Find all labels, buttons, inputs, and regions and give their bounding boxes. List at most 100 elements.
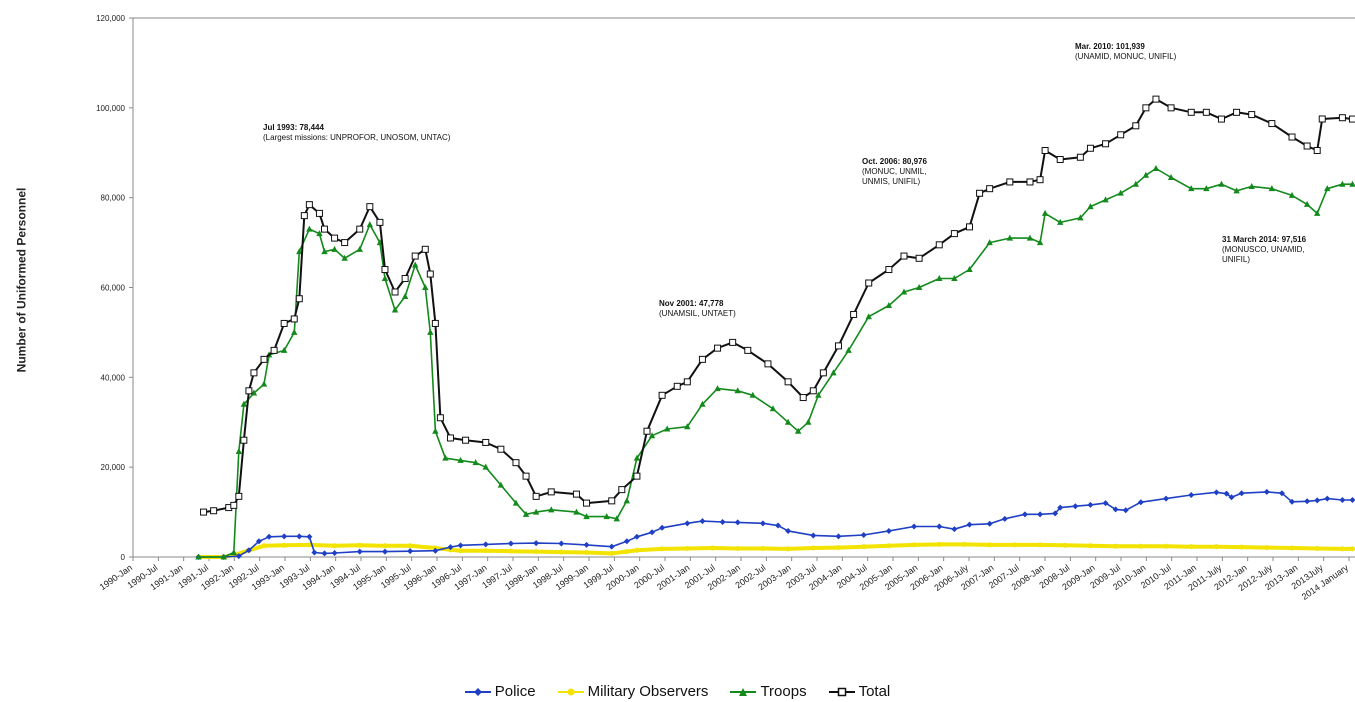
- diamond-marker-icon: [464, 687, 491, 696]
- data-point: [311, 549, 318, 556]
- data-point: [673, 382, 681, 390]
- data-point: [547, 488, 555, 496]
- data-point: [1213, 544, 1219, 550]
- data-point: [1349, 180, 1355, 187]
- y-tick-label: 40,000: [101, 373, 126, 382]
- annotation-mar2014: 31 March 2014: 97,516 (MONUSCO, UNAMID, …: [1222, 235, 1306, 265]
- circle-marker-icon: [557, 688, 584, 695]
- data-point: [572, 490, 580, 498]
- data-point: [407, 548, 414, 555]
- data-point: [1057, 504, 1064, 511]
- data-point: [442, 454, 449, 461]
- data-point: [391, 306, 399, 313]
- data-point: [1132, 180, 1139, 187]
- data-point: [1313, 147, 1321, 155]
- data-point: [522, 472, 530, 480]
- data-point: [512, 499, 520, 506]
- data-point: [533, 549, 539, 555]
- data-point: [432, 547, 439, 554]
- data-point: [961, 541, 967, 547]
- data-point: [900, 252, 908, 260]
- data-point: [1288, 191, 1296, 198]
- data-point: [1218, 180, 1225, 187]
- data-point: [794, 427, 802, 434]
- data-point: [1167, 173, 1175, 180]
- data-point: [240, 436, 248, 444]
- data-point: [1288, 133, 1296, 141]
- data-point: [1289, 498, 1296, 505]
- data-point: [785, 546, 791, 552]
- data-point: [936, 523, 943, 530]
- data-point: [885, 301, 893, 308]
- annotation-title: Oct. 2006: 80,976: [862, 157, 927, 166]
- data-point: [1304, 498, 1311, 505]
- data-point: [785, 527, 792, 534]
- data-point: [810, 545, 816, 551]
- legend-label: Police: [494, 683, 536, 700]
- data-point: [1263, 488, 1270, 495]
- data-point: [976, 189, 984, 197]
- data-point: [608, 543, 615, 550]
- data-point: [462, 436, 470, 444]
- data-point: [911, 523, 918, 530]
- annotation-text: (UNAMSIL, UNTAET): [659, 309, 736, 318]
- data-point: [1122, 507, 1129, 514]
- data-point: [356, 548, 363, 555]
- data-point: [210, 507, 218, 515]
- data-point: [235, 553, 242, 560]
- data-point: [1188, 544, 1194, 550]
- annotation-title: Jul 1993: 78,444: [263, 123, 324, 132]
- data-point: [809, 387, 817, 395]
- data-point: [573, 508, 580, 515]
- data-point: [1314, 497, 1321, 504]
- data-point: [1318, 115, 1326, 123]
- data-point: [260, 380, 268, 387]
- data-point: [987, 542, 993, 548]
- data-point: [291, 328, 298, 335]
- data-point: [633, 454, 641, 461]
- data-point: [684, 423, 691, 430]
- data-point: [623, 497, 631, 504]
- data-point: [1087, 203, 1094, 210]
- data-point: [497, 445, 505, 453]
- data-point: [427, 328, 434, 335]
- data-point: [245, 547, 252, 554]
- data-point: [1248, 182, 1255, 189]
- data-point: [735, 545, 741, 551]
- data-point: [240, 400, 248, 407]
- legend-label: Troops: [760, 683, 807, 700]
- data-point: [1163, 495, 1170, 502]
- data-point: [356, 225, 364, 233]
- data-point: [245, 387, 253, 395]
- data-point: [1268, 185, 1276, 192]
- y-tick-label: 120,000: [96, 14, 125, 23]
- data-point: [658, 391, 666, 399]
- data-point: [458, 548, 464, 554]
- data-point: [381, 266, 389, 274]
- data-point: [1142, 104, 1150, 112]
- data-point: [911, 542, 917, 548]
- data-point: [321, 248, 328, 255]
- data-point: [835, 545, 841, 551]
- data-point: [633, 533, 640, 540]
- data-point: [1021, 511, 1028, 518]
- data-point: [280, 346, 288, 353]
- data-point: [951, 526, 958, 533]
- data-point: [1102, 500, 1109, 507]
- data-point: [320, 225, 328, 233]
- data-point: [295, 295, 303, 303]
- series-total: [200, 95, 1355, 516]
- data-point: [1006, 234, 1014, 241]
- data-point: [799, 394, 807, 402]
- data-point: [532, 492, 540, 500]
- data-point: [634, 547, 640, 553]
- legend: Police Military Observers Troops Total: [0, 683, 1355, 700]
- data-point: [1314, 209, 1321, 216]
- data-point: [472, 459, 479, 466]
- data-point: [986, 185, 994, 193]
- data-point: [1041, 209, 1049, 216]
- data-point: [280, 319, 288, 327]
- data-point: [1248, 111, 1256, 119]
- data-point: [1087, 543, 1093, 549]
- annotation-oct2006: Oct. 2006: 80,976 (MONUC, UNMIL, UNMIS, …: [862, 157, 927, 187]
